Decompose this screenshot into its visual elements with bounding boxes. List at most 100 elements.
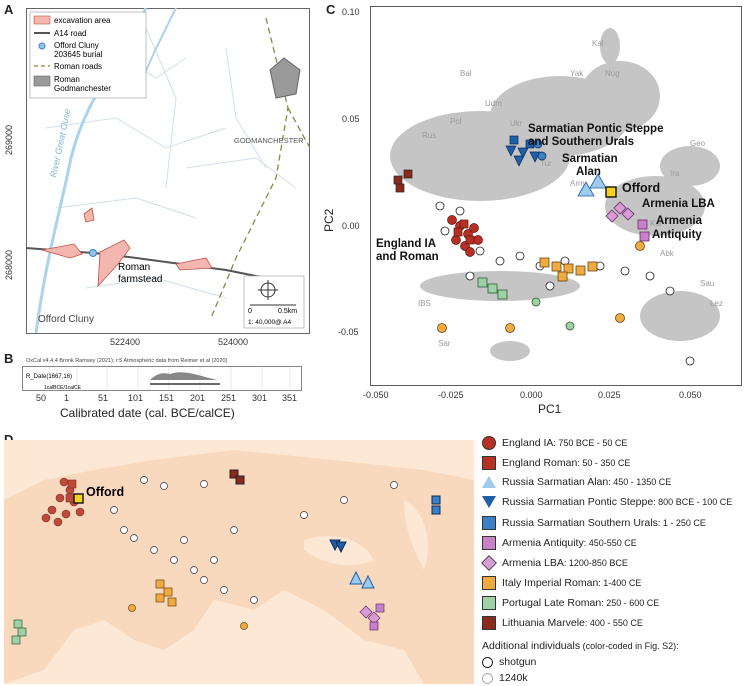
godmanchester-area [269, 57, 301, 99]
sarmatian-alan [577, 173, 607, 197]
calibration-ticks: 50 1 51 101 151 201 251 301 351 [36, 393, 316, 405]
legend-additional: Additional individuals (color-coded in F… [482, 640, 679, 652]
svg-text:Roman: Roman [54, 75, 80, 84]
site-map: River Great Ouse GODMANCHESTER Roman far… [26, 8, 310, 334]
cal-tick: 151 [159, 393, 175, 403]
offord-map-label: Offord [86, 485, 124, 499]
svg-text:0: 0 [248, 308, 252, 315]
lithuania-map-point [229, 469, 239, 479]
legend-marker [482, 476, 496, 489]
legend-england-roman: England Roman: 50 - 350 CE [482, 456, 630, 470]
legend-marker [482, 456, 496, 470]
pca-ytick: 0.05 [342, 114, 360, 124]
svg-text:Nog: Nog [605, 69, 620, 78]
map-ytick-2: 268000 [4, 249, 14, 280]
label-armenia-antiquity: Armenia [656, 215, 703, 227]
legend-sarmatian-urals: Russia Sarmatian Southern Urals: 1 - 250… [482, 516, 706, 530]
svg-text:Lez: Lez [710, 299, 723, 308]
pca-xtick: 0.025 [598, 390, 621, 400]
legend-marker [482, 672, 493, 684]
label-sarmatian-alan: Sarmatian [562, 153, 618, 165]
town-label: GODMANCHESTER [234, 136, 304, 145]
panel-a-label: A [4, 2, 14, 17]
svg-text:Yak: Yak [570, 69, 584, 78]
cal-tick: 351 [282, 393, 298, 403]
legend-marker [481, 555, 497, 571]
offord-map-point [73, 493, 84, 504]
label-england-2: and Roman [376, 251, 439, 263]
svg-text:Arm: Arm [570, 179, 585, 188]
calibration-xlabel: Calibrated date (cal. BCE/calCE) [60, 406, 235, 420]
lithuania-points [393, 169, 413, 193]
svg-text:Roman roads: Roman roads [54, 62, 102, 71]
oxcal-header: OxCal v4.4.4 Bronk Ramsey (2021); r:5 At… [26, 358, 228, 364]
map-ytick-1: 269000 [4, 124, 14, 155]
pca-ylabel: PC2 [322, 208, 336, 232]
farmstead-label-1: Roman [118, 262, 150, 273]
scale-box [243, 275, 305, 329]
svg-text:Kur: Kur [650, 219, 663, 228]
legend-marker [482, 656, 493, 668]
offord-point [605, 186, 617, 198]
svg-text:R_Date(1667,16): R_Date(1667,16) [26, 374, 72, 380]
svg-text:Tur: Tur [540, 159, 552, 168]
svg-text:Bal: Bal [460, 69, 472, 78]
portugal-map-points [11, 619, 27, 645]
sarmatian-ps-cluster [505, 135, 547, 167]
cal-tick: 201 [190, 393, 206, 403]
legend-portugal: Portugal Late Roman: 250 - 600 CE [482, 596, 659, 610]
svg-text:Offord Cluny: Offord Cluny [54, 41, 99, 50]
pca-ytick: -0.05 [338, 327, 359, 337]
svg-text:0.5km: 0.5km [278, 308, 297, 315]
roman-road-2 [287, 107, 310, 149]
map-xtick-1: 522400 [110, 337, 141, 347]
legend-england-ia: England IA: 750 BCE - 50 CE [482, 436, 627, 450]
legend-lithuania: Lithuania Marvele: 400 - 550 CE [482, 616, 643, 630]
land [4, 450, 474, 684]
italy-map-points [128, 579, 248, 630]
pca-ytick: 0.10 [342, 7, 360, 17]
legend-marker [482, 596, 496, 610]
legend-marker [482, 536, 496, 550]
legend-marker [482, 576, 496, 590]
svg-text:Ira: Ira [670, 169, 680, 178]
burial-site [89, 249, 97, 257]
calibration-plot: R_Date(1667,16) 1calBCE/1calCE [22, 366, 302, 391]
svg-text:Godmanchester: Godmanchester [54, 84, 111, 93]
legend-sarmatian-ps: Russia Sarmatian Pontic Steppe: 800 BCE … [482, 496, 732, 509]
legend-shotgun: shotgun [482, 656, 536, 668]
legend-armenia-lba: Armenia LBA: 1200-850 BCE [481, 555, 628, 571]
legend-marker [482, 436, 496, 450]
label-sarmatian-alan-2: Alan [576, 166, 601, 178]
cal-tick: 1 [64, 393, 70, 403]
england-cluster [447, 215, 483, 257]
legend-marker [482, 516, 496, 530]
pca-plot: Kal Nog Udm Rus Tur Arm Sar IBS Bal Sau … [370, 6, 742, 386]
legend-italy: Italy Imperial Roman: 1-400 CE [482, 576, 641, 590]
svg-text:Pol: Pol [450, 117, 462, 126]
label-armenia-lba: Armenia LBA [642, 198, 715, 210]
map-xtick-2: 524000 [218, 337, 249, 347]
legend-armenia-antiquity: Armenia Antiquity: 450-550 CE [482, 536, 637, 550]
svg-text:A14 road: A14 road [54, 29, 86, 38]
excavation-areas [41, 207, 213, 288]
pca-xlabel: PC1 [538, 402, 562, 416]
europe-map: Offord [4, 440, 474, 684]
svg-text:Sar: Sar [438, 339, 451, 348]
cal-tick: 301 [252, 393, 268, 403]
pca-xtick: 0.000 [520, 390, 543, 400]
panel-b-label: B [4, 351, 14, 366]
panel-c-label: C [326, 2, 336, 17]
village-label: Offord Cluny [38, 314, 94, 325]
label-sarmatian-ps-2: and Southern Urals [528, 136, 634, 148]
armenia-map-points [359, 603, 385, 631]
cal-tick: 251 [221, 393, 237, 403]
svg-text:Kal: Kal [592, 39, 604, 48]
probability-distribution [150, 372, 218, 380]
legend-marker [482, 496, 496, 509]
svg-text:Sau: Sau [700, 279, 714, 288]
svg-text:203645 burial: 203645 burial [54, 50, 103, 59]
label-offord: Offord [622, 181, 660, 195]
sarmatian-urals-map [431, 495, 441, 505]
label-armenia-antiquity-2: Antiquity [652, 229, 702, 241]
